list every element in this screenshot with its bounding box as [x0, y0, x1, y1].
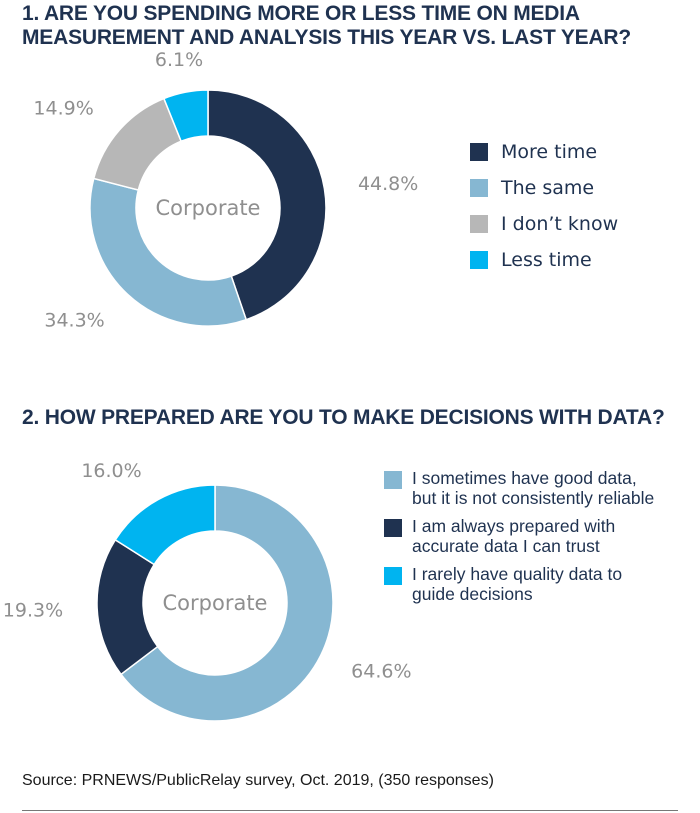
chart-2-legend-item-2: I am always prepared with accurate data I…	[384, 516, 654, 556]
legend-label: I don’t know	[501, 213, 619, 235]
chart-1-legend: More time The same I don’t know Less time	[470, 140, 618, 284]
chart-1-slice-2-label: 34.3%	[44, 310, 104, 332]
chart-2-slice-2-label: 19.3%	[3, 599, 63, 621]
legend-label: Less time	[501, 249, 592, 271]
chart-1-title: 1. ARE YOU SPENDING MORE OR LESS TIME ON…	[22, 2, 632, 49]
chart-1-center-label: Corporate	[156, 196, 261, 220]
chart-2-legend: I sometimes have good data, but it is not…	[384, 468, 654, 612]
legend-label: I am always prepared with accurate data I…	[412, 516, 616, 556]
legend-swatch	[384, 471, 402, 489]
chart-1-legend-item-3: I don’t know	[470, 212, 618, 248]
legend-swatch	[470, 215, 488, 233]
legend-swatch	[470, 251, 488, 269]
chart-1-slice-1	[207, 89, 327, 321]
chart-1-legend-item-2: The same	[470, 176, 618, 212]
chart-2-center-label: Corporate	[163, 591, 268, 615]
chart-1-legend-item-1: More time	[470, 140, 618, 176]
legend-swatch	[470, 179, 488, 197]
legend-label: I sometimes have good data, but it is not…	[412, 468, 655, 508]
legend-swatch	[384, 519, 402, 537]
chart-2-legend-item-3: I rarely have quality data to guide decis…	[384, 564, 654, 604]
legend-label: The same	[501, 177, 595, 199]
chart-2-legend-item-1: I sometimes have good data, but it is not…	[384, 468, 654, 508]
legend-swatch	[470, 143, 488, 161]
chart-2-title: 2. HOW PREPARED ARE YOU TO MAKE DECISION…	[22, 406, 665, 429]
chart-1-slice-3	[92, 97, 183, 191]
divider	[22, 810, 678, 811]
chart-2-slice-1-label: 64.6%	[351, 661, 411, 683]
source-note: Source: PRNEWS/PublicRelay survey, Oct. …	[22, 772, 494, 789]
legend-label: More time	[501, 141, 598, 163]
chart-1-slice-4-label: 6.1%	[155, 49, 203, 71]
chart-2-slice-3	[114, 484, 216, 566]
chart-1-legend-item-4: Less time	[470, 248, 618, 284]
chart-1-slice-4	[162, 89, 209, 143]
chart-1-slice-1-label: 44.8%	[358, 173, 418, 195]
legend-label: I rarely have quality data to guide decis…	[412, 564, 623, 604]
chart-2-slice-3-label: 16.0%	[81, 460, 141, 482]
chart-1-slice-2	[89, 177, 248, 327]
chart-2-slice-1	[119, 484, 334, 722]
legend-swatch	[384, 567, 402, 585]
chart-1-slice-3-label: 14.9%	[33, 98, 93, 120]
